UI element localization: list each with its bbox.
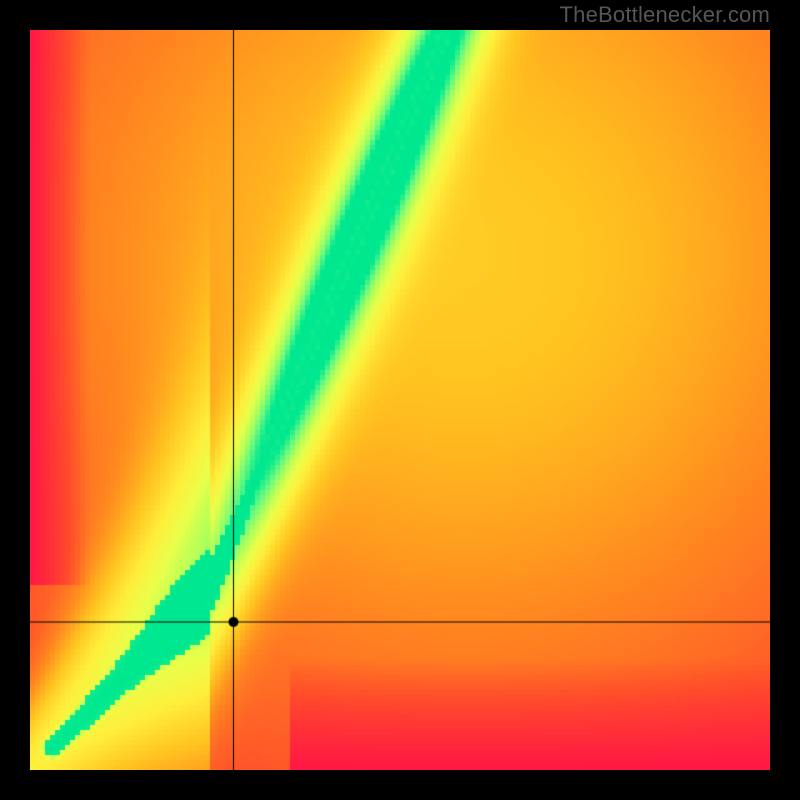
watermark-text: TheBottlenecker.com (560, 2, 770, 28)
heatmap-canvas (30, 30, 770, 770)
chart-container: TheBottlenecker.com (0, 0, 800, 800)
